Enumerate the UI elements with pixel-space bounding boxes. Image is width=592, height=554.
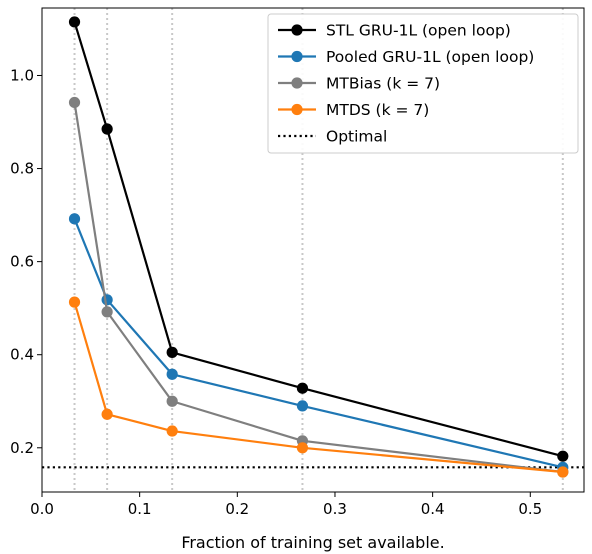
series-2-point-2 <box>101 294 113 306</box>
x-tick-label: 0.0 <box>30 500 54 518</box>
x-tick-label: 0.3 <box>323 500 347 518</box>
series-layer <box>68 16 569 478</box>
series-4-point-1 <box>68 296 81 308</box>
series-1-point-1 <box>68 16 81 28</box>
legend-item-3: MTBias (k = 7) <box>278 75 440 93</box>
series-1-point-2 <box>101 123 113 135</box>
series-2-point-1 <box>68 213 81 225</box>
series-4 <box>68 296 569 478</box>
x-tick-label: 0.4 <box>421 500 445 518</box>
series-1-point-5 <box>557 450 569 462</box>
x-tick-label: 0.1 <box>128 500 152 518</box>
legend-item-2: Pooled GRU-1L (open loop) <box>278 48 534 66</box>
x-axis: 0.0 0.1 0.2 0.3 0.4 0.5 <box>30 492 542 518</box>
series-4-point-2 <box>101 408 113 420</box>
y-tick-label: 0.2 <box>10 439 34 457</box>
series-line-4 <box>73 301 563 474</box>
plot-frame <box>41 7 585 493</box>
y-tick-label: 1.0 <box>10 66 34 84</box>
series-1-point-3 <box>166 346 178 358</box>
x-tick-label: 0.2 <box>225 500 249 518</box>
x-axis-label: Fraction of training set available. <box>181 533 444 552</box>
series-4-point-5 <box>557 466 569 478</box>
legend-label: Pooled GRU-1L (open loop) <box>326 48 534 66</box>
series-3-point-3 <box>166 395 178 407</box>
series-3 <box>68 96 569 478</box>
legend-box <box>267 13 579 154</box>
series-line-3 <box>73 102 563 474</box>
series-2-point-4 <box>296 400 309 412</box>
y-tick-label: 0.6 <box>10 253 34 271</box>
legend-marker <box>291 24 303 36</box>
series-1 <box>68 16 569 462</box>
y-tick-label: 0.8 <box>10 160 34 178</box>
legend-label: STL GRU-1L (open loop) <box>326 22 511 40</box>
legend-marker <box>291 50 303 63</box>
series-1-point-4 <box>296 382 309 394</box>
series-3-point-1 <box>68 96 81 109</box>
y-tick-label: 0.4 <box>10 346 34 364</box>
legend: STL GRU-1L (open loop) Pooled GRU-1L (ope… <box>267 13 579 154</box>
legend-marker <box>291 103 303 116</box>
legend-label: MTDS (k = 7) <box>326 101 429 119</box>
series-line-2 <box>73 218 564 469</box>
legend-label: MTBias (k = 7) <box>326 75 440 93</box>
series-2-point-3 <box>166 368 178 380</box>
x-tick-label: 0.5 <box>518 500 542 518</box>
legend-item-1: STL GRU-1L (open loop) <box>278 22 511 40</box>
legend-label: Optimal <box>326 128 387 146</box>
legend-item-5: Optimal <box>278 128 387 146</box>
legend-item-4: MTDS (k = 7) <box>278 101 429 119</box>
series-4-point-3 <box>166 425 178 437</box>
series-3-point-2 <box>101 306 113 318</box>
legend-marker <box>291 77 303 89</box>
series-4-point-4 <box>296 442 309 454</box>
series-2 <box>68 213 569 473</box>
y-axis: 0.2 0.4 0.6 0.8 1.0 <box>10 66 42 457</box>
